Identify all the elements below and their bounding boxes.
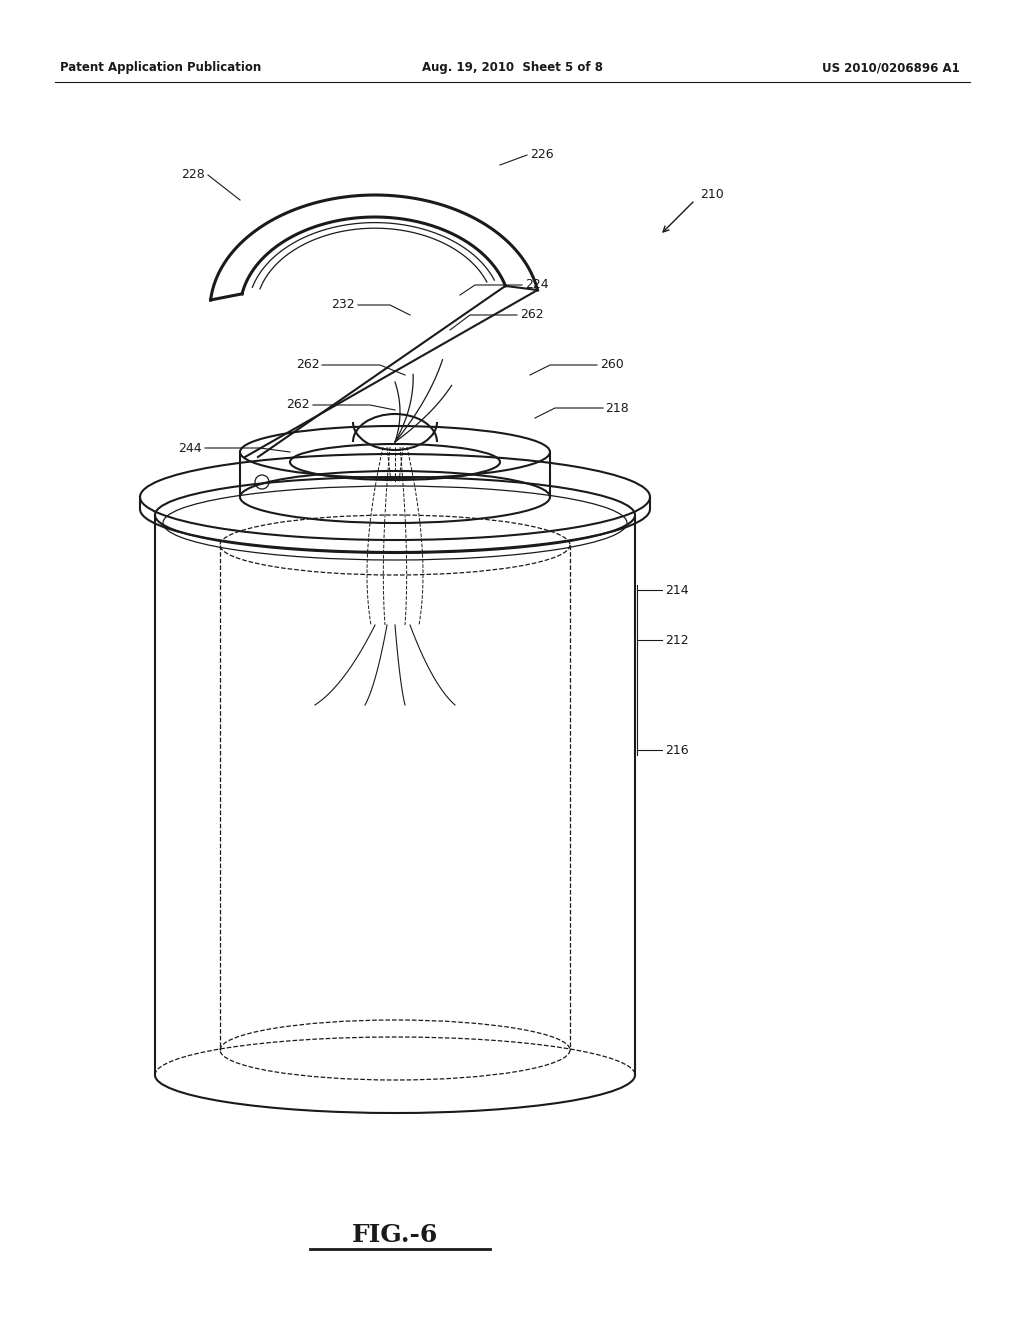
Text: 262: 262 (287, 399, 310, 412)
Text: 262: 262 (520, 309, 544, 322)
Text: 218: 218 (605, 401, 629, 414)
Text: 210: 210 (700, 189, 724, 202)
Text: US 2010/0206896 A1: US 2010/0206896 A1 (822, 62, 961, 74)
Text: 212: 212 (665, 634, 688, 647)
Text: FIG.-6: FIG.-6 (352, 1224, 438, 1247)
Text: Patent Application Publication: Patent Application Publication (60, 62, 261, 74)
Text: 224: 224 (525, 279, 549, 292)
Text: Aug. 19, 2010  Sheet 5 of 8: Aug. 19, 2010 Sheet 5 of 8 (422, 62, 602, 74)
Text: 216: 216 (665, 743, 688, 756)
Text: 244: 244 (178, 441, 202, 454)
Text: 226: 226 (530, 149, 554, 161)
Text: 260: 260 (600, 359, 624, 371)
Text: 214: 214 (665, 583, 688, 597)
Text: 262: 262 (296, 359, 319, 371)
Text: 228: 228 (181, 169, 205, 181)
Text: 232: 232 (332, 298, 355, 312)
